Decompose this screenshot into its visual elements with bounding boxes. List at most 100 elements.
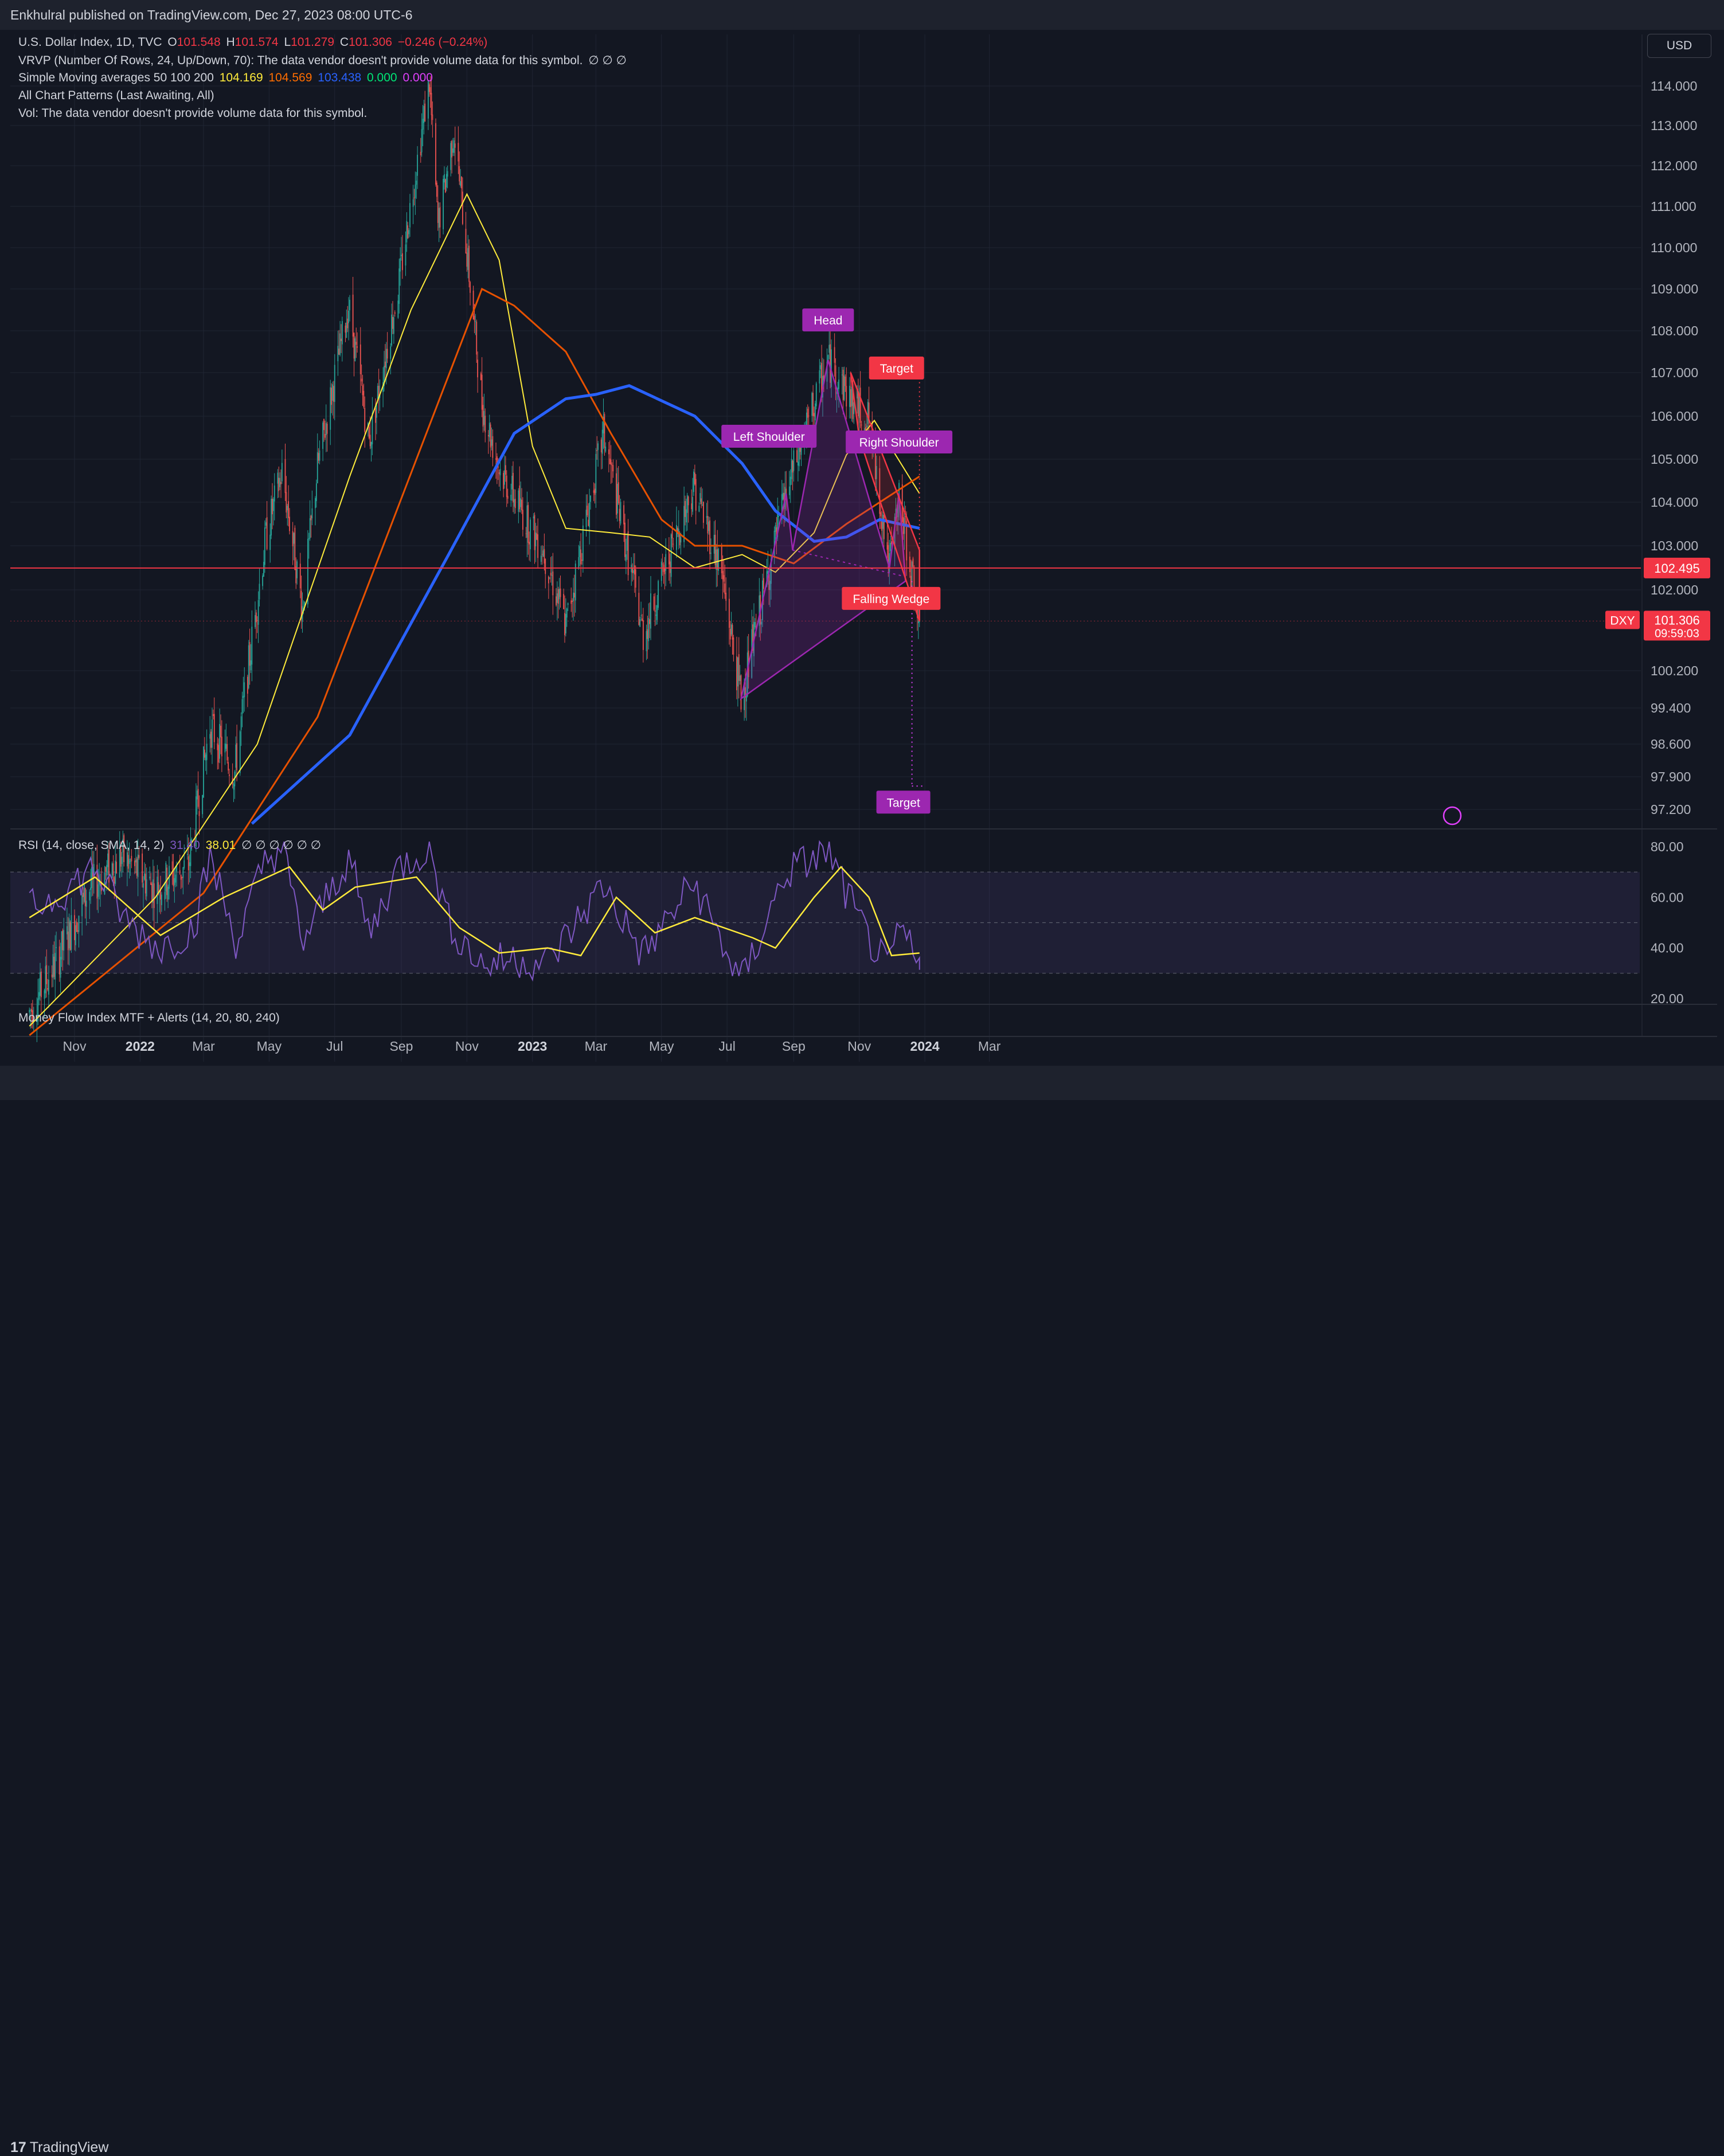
candle-body-136 (233, 784, 234, 790)
rsi-icons[interactable]: ∅ ∅ ∅ ∅ ∅ ∅ (241, 839, 322, 852)
candle-body-553 (859, 388, 861, 423)
candle-body-228 (370, 441, 372, 449)
candle-body-386 (609, 458, 611, 464)
candle-body-350 (556, 596, 557, 605)
candle-body-46 (97, 884, 99, 897)
candle-body-381 (601, 429, 603, 454)
candle-body-129 (221, 737, 222, 757)
candle-body-548 (852, 384, 854, 419)
candle-body-268 (431, 93, 432, 115)
candle-body-38 (84, 888, 86, 906)
candle-body-273 (438, 208, 440, 228)
candle-body-132 (226, 744, 228, 761)
candle-body-492 (768, 574, 770, 590)
legend-rsi[interactable]: RSI (14, close, SMA, 14, 2) 31.40 38.01 … (18, 838, 323, 852)
candle-body-164 (273, 485, 275, 502)
candle-body-67 (128, 859, 130, 864)
candle-body-305 (487, 435, 489, 437)
candle-body-471 (737, 657, 738, 687)
candle-body-302 (482, 405, 484, 427)
legend-patterns[interactable]: All Chart Patterns (Last Awaiting, All) (18, 89, 217, 103)
candle-body-262 (422, 119, 424, 130)
candle-body-559 (868, 402, 870, 421)
candle-body-287 (460, 181, 462, 186)
legend-main[interactable]: U.S. Dollar Index, 1D, TVC O101.548 H101… (18, 36, 490, 49)
candle-body-405 (638, 593, 640, 625)
rsi-tick-0: 80.00 (1651, 839, 1684, 854)
candle-body-245 (397, 300, 399, 318)
vrvp-icons[interactable]: ∅ ∅ ∅ (588, 54, 627, 67)
candle-body-530 (826, 361, 828, 382)
candle-body-413 (649, 619, 651, 624)
candle-body-382 (603, 417, 604, 434)
candle-body-537 (836, 391, 838, 394)
candle-body-450 (706, 516, 707, 518)
candle-body-19 (56, 947, 57, 948)
candle-body-531 (827, 355, 829, 362)
candle-body-21 (60, 957, 61, 978)
candle-body-463 (724, 583, 726, 594)
candle-body-335 (533, 516, 534, 519)
candle-body-140 (239, 731, 241, 773)
chart-canvas[interactable]: 114.000 113.000 112.000 111.000 110.000 109.0… (0, 0, 1724, 1100)
candle-body-338 (536, 533, 538, 540)
candle-body-259 (417, 155, 419, 176)
candle-body-172 (287, 506, 288, 511)
candle-body-206 (338, 349, 340, 355)
legend-sma[interactable]: Simple Moving averages 50 100 200 104.16… (18, 71, 435, 85)
candle-body-411 (647, 629, 648, 639)
candle-body-457 (716, 549, 717, 570)
y-tick-0: 114.000 (1651, 79, 1697, 93)
candle-body-219 (357, 346, 358, 348)
x-tick-13: 2024 (910, 1039, 940, 1054)
legend-mfi[interactable]: Money Flow Index MTF + Alerts (14, 20, 8… (18, 1011, 282, 1025)
candle-body-0 (29, 1009, 30, 1013)
candle-body-511 (797, 461, 799, 466)
candle-body-529 (823, 375, 824, 383)
y-tick-9: 105.000 (1651, 452, 1698, 467)
candle-body-429 (673, 543, 674, 545)
candle-body-20 (58, 946, 60, 975)
candle-body-186 (308, 538, 310, 539)
y-tick-16: 97.900 (1651, 769, 1691, 784)
currency-button[interactable]: USD (1647, 34, 1711, 58)
candle-body-102 (181, 877, 183, 878)
symbol-tag-text: DXY (1610, 614, 1635, 627)
candle-body-244 (394, 312, 396, 314)
candle-body-397 (625, 554, 627, 562)
legend-vol[interactable]: Vol: The data vendor doesn't provide vol… (18, 107, 369, 120)
candle-body-35 (81, 895, 83, 917)
candle-body-342 (542, 550, 544, 557)
candle-body-101 (180, 874, 182, 880)
candle-body-433 (679, 534, 681, 546)
candle-body-109 (191, 839, 193, 842)
candle-body-324 (514, 499, 516, 508)
candle-body-221 (361, 378, 362, 382)
candle-body-59 (116, 862, 118, 874)
candle-body-565 (879, 468, 881, 514)
candle-body-100 (179, 870, 181, 874)
candle-body-12 (46, 965, 48, 984)
candle-body-110 (194, 840, 196, 842)
candle-body-550 (857, 388, 858, 399)
rsi-value: 31.40 (170, 839, 200, 852)
sma200-value: 103.438 (318, 71, 362, 84)
candle-body-123 (212, 714, 214, 716)
candle-body-76 (143, 883, 144, 888)
candle-body-578 (897, 498, 899, 518)
candle-body-195 (322, 422, 324, 449)
candle-body-117 (204, 749, 205, 758)
candle-body-547 (851, 386, 853, 406)
candle-body-493 (769, 581, 771, 590)
candle-body-437 (685, 509, 687, 523)
candle-body-575 (894, 516, 896, 549)
horizontal-line (10, 567, 1641, 621)
candle-body-189 (311, 508, 313, 519)
candle-body-394 (620, 502, 621, 524)
candle-body-104 (183, 860, 185, 868)
legend-vrvp[interactable]: VRVP (Number Of Rows, 24, Up/Down, 70): … (18, 53, 629, 68)
candle-body-584 (906, 521, 908, 561)
mfi-label: Money Flow Index MTF + Alerts (14, 20, 8… (18, 1011, 280, 1024)
tradingview-logo-icon: 17 (10, 2139, 26, 2155)
candle-body-297 (475, 320, 476, 322)
